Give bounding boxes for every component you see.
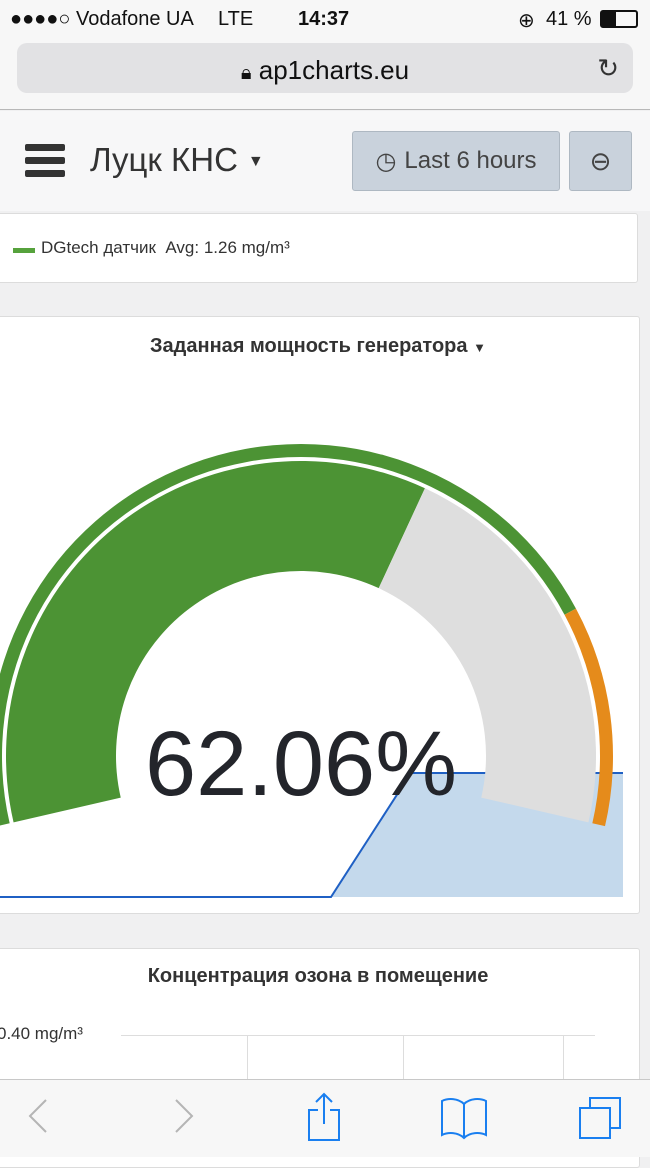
rotation-lock-icon: ⊕ xyxy=(518,10,535,32)
battery-percent: 41 % xyxy=(546,8,592,30)
menu-icon[interactable] xyxy=(25,144,71,182)
browser-chrome: 🔒︎ ap1charts.eu ↻ xyxy=(0,38,650,110)
legend-panel: DGtech датчик Avg: 1.26 mg/m³ xyxy=(0,213,638,283)
gauge-remaining-arc xyxy=(378,488,596,823)
lock-icon: 🔒︎ xyxy=(240,62,252,84)
gauge-value-arc xyxy=(5,460,425,823)
zoom-out-button[interactable]: ⊖ xyxy=(569,131,632,191)
battery-icon xyxy=(600,10,638,28)
caret-down-icon: ▼ xyxy=(473,340,486,355)
threshold-warn-arc xyxy=(564,608,613,827)
y-axis-tick: 0.40 mg/m³ xyxy=(0,1024,83,1043)
carrier: ●●●●○ Vodafone UA xyxy=(10,8,194,30)
legend-avg: Avg: 1.26 mg/m³ xyxy=(165,238,290,257)
gauge-chart: 62.06% xyxy=(0,444,623,898)
gauge-value: 62.06% xyxy=(145,713,457,815)
grid-line xyxy=(121,1035,595,1036)
address-bar[interactable]: 🔒︎ ap1charts.eu ↻ xyxy=(17,43,633,93)
forward-icon[interactable] xyxy=(172,1096,196,1136)
panel-title[interactable]: Заданная мощность генератора ▼ xyxy=(0,335,639,358)
back-icon[interactable] xyxy=(26,1096,50,1136)
tabs-icon[interactable] xyxy=(578,1096,624,1142)
browser-toolbar xyxy=(0,1079,650,1157)
caret-down-icon: ▼ xyxy=(247,153,264,171)
gauge-panel: Заданная мощность генератора ▼ 62.06% xyxy=(0,316,640,914)
dashboard-title: Луцк КНС xyxy=(90,141,238,178)
sparkline-fill xyxy=(0,773,623,897)
panel-title[interactable]: Концентрация озона в помещение xyxy=(147,965,489,987)
dashboard-header: Луцк КНС ▼ ◷ Last 6 hours ⊖ xyxy=(0,111,650,211)
clock: 14:37 xyxy=(298,8,350,30)
time-range-label: Last 6 hours xyxy=(404,147,537,174)
reload-icon[interactable]: ↻ xyxy=(597,53,619,83)
grid-line xyxy=(247,1035,248,1095)
share-icon[interactable] xyxy=(306,1092,342,1142)
grid-line xyxy=(403,1035,404,1095)
status-bar: ●●●●○ Vodafone UA LTE 14:37 ⊕ 41 % xyxy=(0,0,650,38)
series-color-swatch xyxy=(13,248,35,253)
legend-series[interactable]: DGtech датчик xyxy=(41,238,156,257)
time-range-button[interactable]: ◷ Last 6 hours xyxy=(352,131,560,191)
clock-icon: ◷ xyxy=(375,147,397,175)
url-text: ap1charts.eu xyxy=(258,55,410,85)
zoom-out-icon: ⊖ xyxy=(589,145,612,176)
bookmarks-icon[interactable] xyxy=(440,1096,488,1140)
dashboard-picker[interactable]: Луцк КНС ▼ xyxy=(90,141,264,179)
panel-title-text: Заданная мощность генератора xyxy=(150,335,468,357)
network-type: LTE xyxy=(218,8,254,30)
grid-line xyxy=(563,1035,564,1095)
